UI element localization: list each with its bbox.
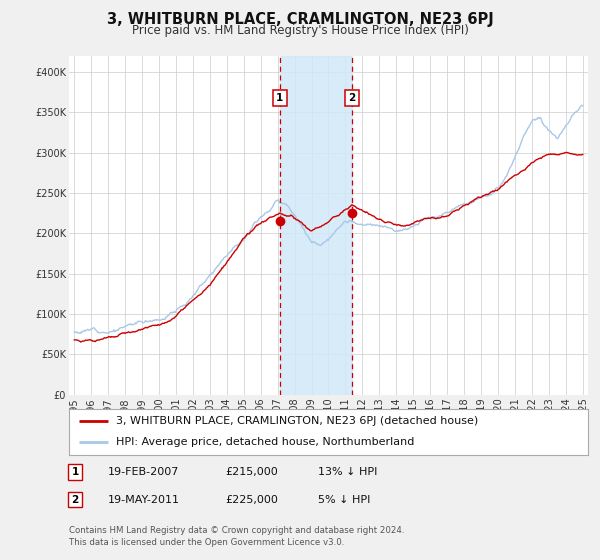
Text: 5% ↓ HPI: 5% ↓ HPI: [318, 494, 370, 505]
Text: 1: 1: [71, 467, 79, 477]
Text: 2: 2: [71, 494, 79, 505]
Text: Contains HM Land Registry data © Crown copyright and database right 2024.
This d: Contains HM Land Registry data © Crown c…: [69, 526, 404, 547]
Text: 13% ↓ HPI: 13% ↓ HPI: [318, 467, 377, 477]
Text: £215,000: £215,000: [225, 467, 278, 477]
Text: 1: 1: [276, 94, 283, 104]
Text: 3, WHITBURN PLACE, CRAMLINGTON, NE23 6PJ (detached house): 3, WHITBURN PLACE, CRAMLINGTON, NE23 6PJ…: [116, 416, 478, 426]
Text: 19-FEB-2007: 19-FEB-2007: [108, 467, 179, 477]
Text: 2: 2: [348, 94, 356, 104]
Text: HPI: Average price, detached house, Northumberland: HPI: Average price, detached house, Nort…: [116, 437, 414, 447]
Text: £225,000: £225,000: [225, 494, 278, 505]
Bar: [280, 56, 352, 395]
Text: 19-MAY-2011: 19-MAY-2011: [108, 494, 180, 505]
Text: 3, WHITBURN PLACE, CRAMLINGTON, NE23 6PJ: 3, WHITBURN PLACE, CRAMLINGTON, NE23 6PJ: [107, 12, 493, 27]
Text: Price paid vs. HM Land Registry's House Price Index (HPI): Price paid vs. HM Land Registry's House …: [131, 24, 469, 36]
